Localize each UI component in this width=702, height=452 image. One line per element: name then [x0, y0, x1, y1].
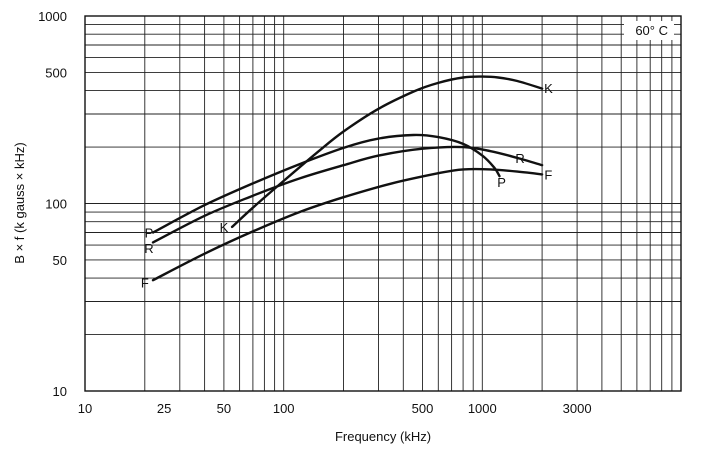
curve-label-k: K	[220, 220, 229, 235]
curve-label-p: P	[145, 226, 154, 241]
x-tick-label: 100	[273, 401, 295, 416]
x-tick-label: 50	[217, 401, 231, 416]
series-p-line	[151, 133, 501, 234]
series-r-line	[151, 145, 544, 244]
series-f-line	[151, 167, 544, 282]
curve-label-r: R	[144, 241, 153, 256]
curve-label-p: P	[497, 175, 506, 190]
annotation-background	[624, 21, 674, 40]
y-tick-label: 100	[45, 197, 67, 212]
x-tick-labels: 10 25 50 100 500 1000 3000	[78, 401, 592, 416]
x-tick-label: 3000	[563, 401, 592, 416]
x-tick-label: 500	[412, 401, 434, 416]
curve-label-k: K	[544, 81, 553, 96]
curves	[151, 75, 544, 282]
y-tick-label: 1000	[38, 9, 67, 24]
x-tick-label: 1000	[468, 401, 497, 416]
y-tick-label: 500	[45, 65, 67, 80]
x-tick-label: 10	[78, 401, 92, 416]
y-tick-label: 10	[53, 384, 67, 399]
series-k-line	[230, 75, 544, 229]
grid	[85, 16, 681, 391]
y-tick-label: 50	[53, 253, 67, 268]
x-axis-label: Frequency (kHz)	[335, 429, 431, 444]
y-tick-labels: 10 50 100 500 1000	[38, 9, 67, 399]
curve-label-f: F	[544, 167, 552, 182]
plot-frame	[84, 15, 682, 392]
temperature-annotation: 60° C	[635, 23, 668, 38]
curve-label-r: R	[515, 151, 524, 166]
x-tick-label: 25	[157, 401, 171, 416]
y-axis-label: B × f (k gauss × kHz)	[12, 142, 27, 263]
curve-label-f: F	[141, 275, 149, 290]
